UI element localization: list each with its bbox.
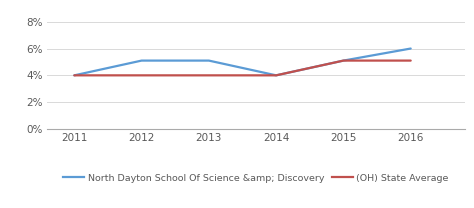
- North Dayton School Of Science &amp; Discovery: [206, 59, 212, 62]
- Line: (OH) State Average: (OH) State Average: [74, 61, 410, 75]
- Line: North Dayton School Of Science &amp; Discovery: North Dayton School Of Science &amp; Dis…: [74, 48, 410, 75]
- (OH) State Average: [72, 74, 77, 77]
- North Dayton School Of Science &amp; Discovery: [408, 47, 413, 50]
- (OH) State Average: [139, 74, 145, 77]
- North Dayton School Of Science &amp; Discovery: [139, 59, 145, 62]
- (OH) State Average: [341, 59, 346, 62]
- Legend: North Dayton School Of Science &amp; Discovery, (OH) State Average: North Dayton School Of Science &amp; Dis…: [59, 170, 453, 186]
- (OH) State Average: [273, 74, 279, 77]
- (OH) State Average: [206, 74, 212, 77]
- North Dayton School Of Science &amp; Discovery: [273, 74, 279, 77]
- (OH) State Average: [408, 59, 413, 62]
- North Dayton School Of Science &amp; Discovery: [341, 59, 346, 62]
- North Dayton School Of Science &amp; Discovery: [72, 74, 77, 77]
